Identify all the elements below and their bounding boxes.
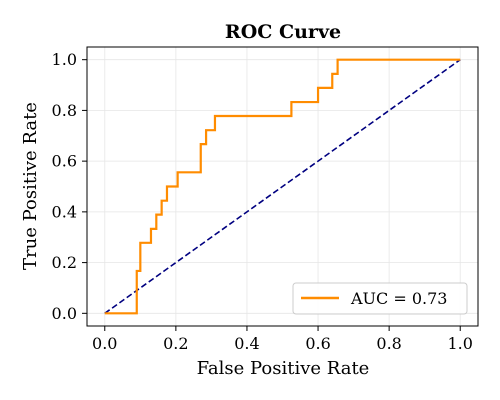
x-tick-label: 0.0 (92, 334, 117, 353)
x-tick-label: 0.8 (376, 334, 401, 353)
legend-box (292, 282, 468, 315)
legend-label: AUC = 0.73 (350, 289, 447, 308)
y-axis-label: True Positive Rate (20, 102, 41, 270)
x-axis-label: False Positive Rate (197, 358, 370, 379)
roc-curve-line (104, 58, 461, 315)
y-tick-label: 0.6 (52, 152, 77, 171)
x-tick-label: 1.0 (448, 334, 473, 353)
y-tick-label: 0.0 (52, 304, 77, 323)
y-axis: 0.0 0.2 0.4 0.6 0.8 1.0 (52, 50, 87, 323)
legend: AUC = 0.73 (292, 282, 468, 315)
y-tick-label: 0.8 (52, 101, 77, 120)
x-tick-label: 0.2 (163, 334, 188, 353)
x-tick-label: 0.4 (234, 334, 259, 353)
grid (87, 47, 478, 326)
y-tick-label: 0.4 (52, 202, 77, 221)
plot-frame (86, 46, 479, 327)
y-tick-label: 0.2 (52, 253, 77, 272)
chart-title: ROC Curve (225, 21, 341, 43)
y-tick-label: 1.0 (52, 50, 77, 69)
series-group (104, 58, 461, 315)
chance-line (104, 59, 461, 314)
x-axis: 0.0 0.2 0.4 0.6 0.8 1.0 (92, 326, 473, 353)
x-tick-label: 0.6 (305, 334, 330, 353)
